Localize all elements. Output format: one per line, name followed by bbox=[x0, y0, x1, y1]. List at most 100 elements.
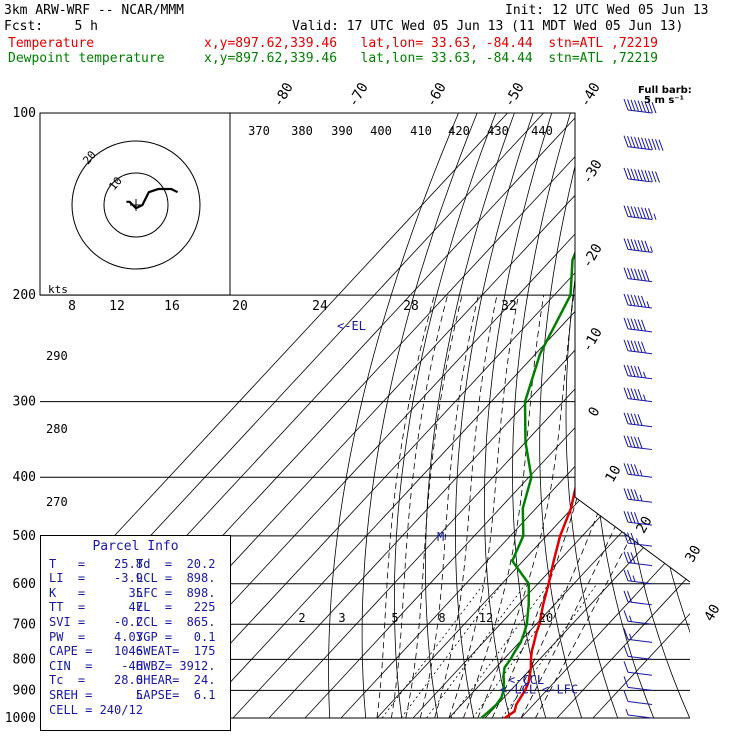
wind-barb-flag bbox=[651, 138, 657, 151]
wind-barb-flag bbox=[627, 168, 632, 180]
parcel-row: LI = -3.9 LCL = 898. bbox=[41, 571, 230, 586]
wind-barb-flag bbox=[648, 101, 653, 113]
wind-barb-flag bbox=[634, 512, 639, 524]
wind-barb-staff bbox=[627, 146, 653, 151]
wind-barb-flag bbox=[641, 319, 646, 332]
wind-barb-flag bbox=[643, 371, 646, 378]
wind-barb bbox=[623, 293, 653, 309]
moist-adiabat-line bbox=[434, 295, 498, 719]
wind-barb-staff bbox=[627, 375, 653, 380]
wind-barb-flag bbox=[648, 170, 653, 182]
wind-barb-flag bbox=[630, 268, 636, 280]
dry-adiabat-line bbox=[731, 113, 740, 718]
wind-barb-flag bbox=[627, 463, 632, 475]
wind-barb bbox=[623, 661, 653, 676]
wind-barb-flag bbox=[634, 136, 639, 149]
wind-barb-flag bbox=[630, 511, 636, 524]
isotherm-line bbox=[412, 113, 690, 719]
wind-barb-flag bbox=[641, 100, 646, 113]
wind-barb-flag bbox=[651, 170, 657, 183]
wind-barb-flag bbox=[627, 511, 632, 523]
pressure-tick-label: 600 bbox=[13, 577, 36, 592]
wind-barb bbox=[623, 339, 653, 355]
dry-adiabat-line bbox=[393, 113, 497, 719]
parcel-cell: HWBZ= 3912. bbox=[136, 658, 216, 673]
pressure-tick-label: 700 bbox=[13, 617, 36, 632]
wind-barb-flag bbox=[623, 412, 629, 424]
dry-adiabat-line bbox=[425, 113, 515, 719]
wind-barb-flag bbox=[644, 137, 650, 150]
moist-adiabat-line bbox=[376, 294, 435, 719]
isotherm-label: -50 bbox=[501, 80, 528, 110]
wind-barb-flag bbox=[623, 435, 629, 447]
parcel-cell: CAPE = 1046 bbox=[49, 644, 143, 659]
hodograph-ring bbox=[71, 140, 201, 270]
wind-barb bbox=[623, 690, 653, 706]
wind-barb-flag bbox=[658, 139, 664, 151]
wind-barb-flag bbox=[623, 317, 629, 330]
wind-barb-flag bbox=[655, 171, 660, 183]
wind-barb-flag bbox=[630, 340, 636, 352]
valid-time: Valid: 17 UTC Wed 05 Jun 13 (11 MDT Wed … bbox=[292, 19, 684, 34]
parcel-cell: LI = -3.9 bbox=[49, 571, 143, 586]
wind-barb bbox=[623, 98, 657, 114]
wind-barb-flag bbox=[627, 570, 632, 582]
wind-barb-flag bbox=[623, 676, 629, 688]
parcel-row: TT = 47 EL = 225 bbox=[41, 600, 230, 615]
wind-barb-flag bbox=[623, 532, 629, 544]
dewpoint-legend: Dewpoint temperature bbox=[8, 51, 165, 66]
wind-barb-flag bbox=[637, 137, 643, 149]
wind-barb-flag bbox=[623, 610, 629, 622]
wind-barb-staff bbox=[627, 398, 653, 403]
parcel-info-rows: T = 25.8 Td = 20.2 LI = -3.9 LCL = 898. K … bbox=[41, 557, 230, 718]
wind-barb-staff bbox=[627, 248, 653, 253]
isotherm-label: -30 bbox=[579, 157, 606, 187]
wind-barb-flag bbox=[623, 463, 629, 475]
mixing-ratio-label: 3 bbox=[338, 611, 345, 625]
wind-barb-flag bbox=[637, 436, 643, 449]
dry-adiabat-line bbox=[709, 113, 740, 718]
theta-label: 420 bbox=[448, 124, 470, 138]
hodograph-inset bbox=[39, 112, 231, 296]
wind-barb bbox=[623, 532, 653, 547]
parcel-row: CIN = -46 HWBZ= 3912. bbox=[41, 659, 230, 674]
wind-barb bbox=[623, 510, 653, 526]
wind-barb-flag bbox=[634, 168, 639, 181]
isotherm-line bbox=[556, 113, 690, 719]
parcel-cell: YGP = 0.1 bbox=[136, 629, 216, 644]
wind-barb bbox=[623, 412, 653, 428]
wind-barb-flag bbox=[634, 318, 639, 331]
parcel-cell: SHEAR= 24. bbox=[136, 673, 216, 688]
theta-label: 430 bbox=[487, 124, 509, 138]
isotherm-line bbox=[376, 113, 690, 719]
wind-barb bbox=[623, 267, 653, 283]
isotherm-line bbox=[232, 113, 690, 719]
wind-barb-flag bbox=[637, 206, 643, 219]
forecast-hour: Fcst: 5 h bbox=[4, 19, 98, 34]
wind-barb-flag bbox=[623, 238, 629, 250]
wind-barb bbox=[623, 387, 653, 403]
wind-barb-flag bbox=[627, 267, 632, 280]
pressure-tick-label: 300 bbox=[13, 395, 36, 410]
theta-label: 410 bbox=[410, 124, 432, 138]
wind-barb-flag bbox=[630, 99, 636, 111]
dry-adiabat-line bbox=[640, 113, 690, 719]
wind-barb-flag bbox=[639, 469, 643, 477]
wind-barb-staff bbox=[627, 542, 653, 547]
wind-barb-staff bbox=[627, 178, 653, 183]
wind-barb-flag bbox=[634, 206, 639, 218]
wind-barb-flag bbox=[627, 591, 632, 603]
isotherm-line bbox=[40, 113, 508, 719]
wind-barb-flag bbox=[630, 488, 636, 501]
parcel-cell: K = 35 bbox=[49, 585, 143, 600]
wind-speed-tick-label: 12 bbox=[109, 299, 125, 314]
wind-barb-flag bbox=[655, 139, 660, 151]
theta-label: 280 bbox=[46, 422, 68, 436]
moist-adiabat-line bbox=[391, 295, 448, 719]
dry-adiabat-line bbox=[686, 113, 690, 719]
wind-barb-flag bbox=[643, 394, 646, 401]
theta-label: 380 bbox=[291, 124, 313, 138]
wind-barb-staff bbox=[627, 686, 653, 691]
isotherm-label: -80 bbox=[270, 80, 297, 110]
wind-barb-flag bbox=[623, 690, 629, 702]
